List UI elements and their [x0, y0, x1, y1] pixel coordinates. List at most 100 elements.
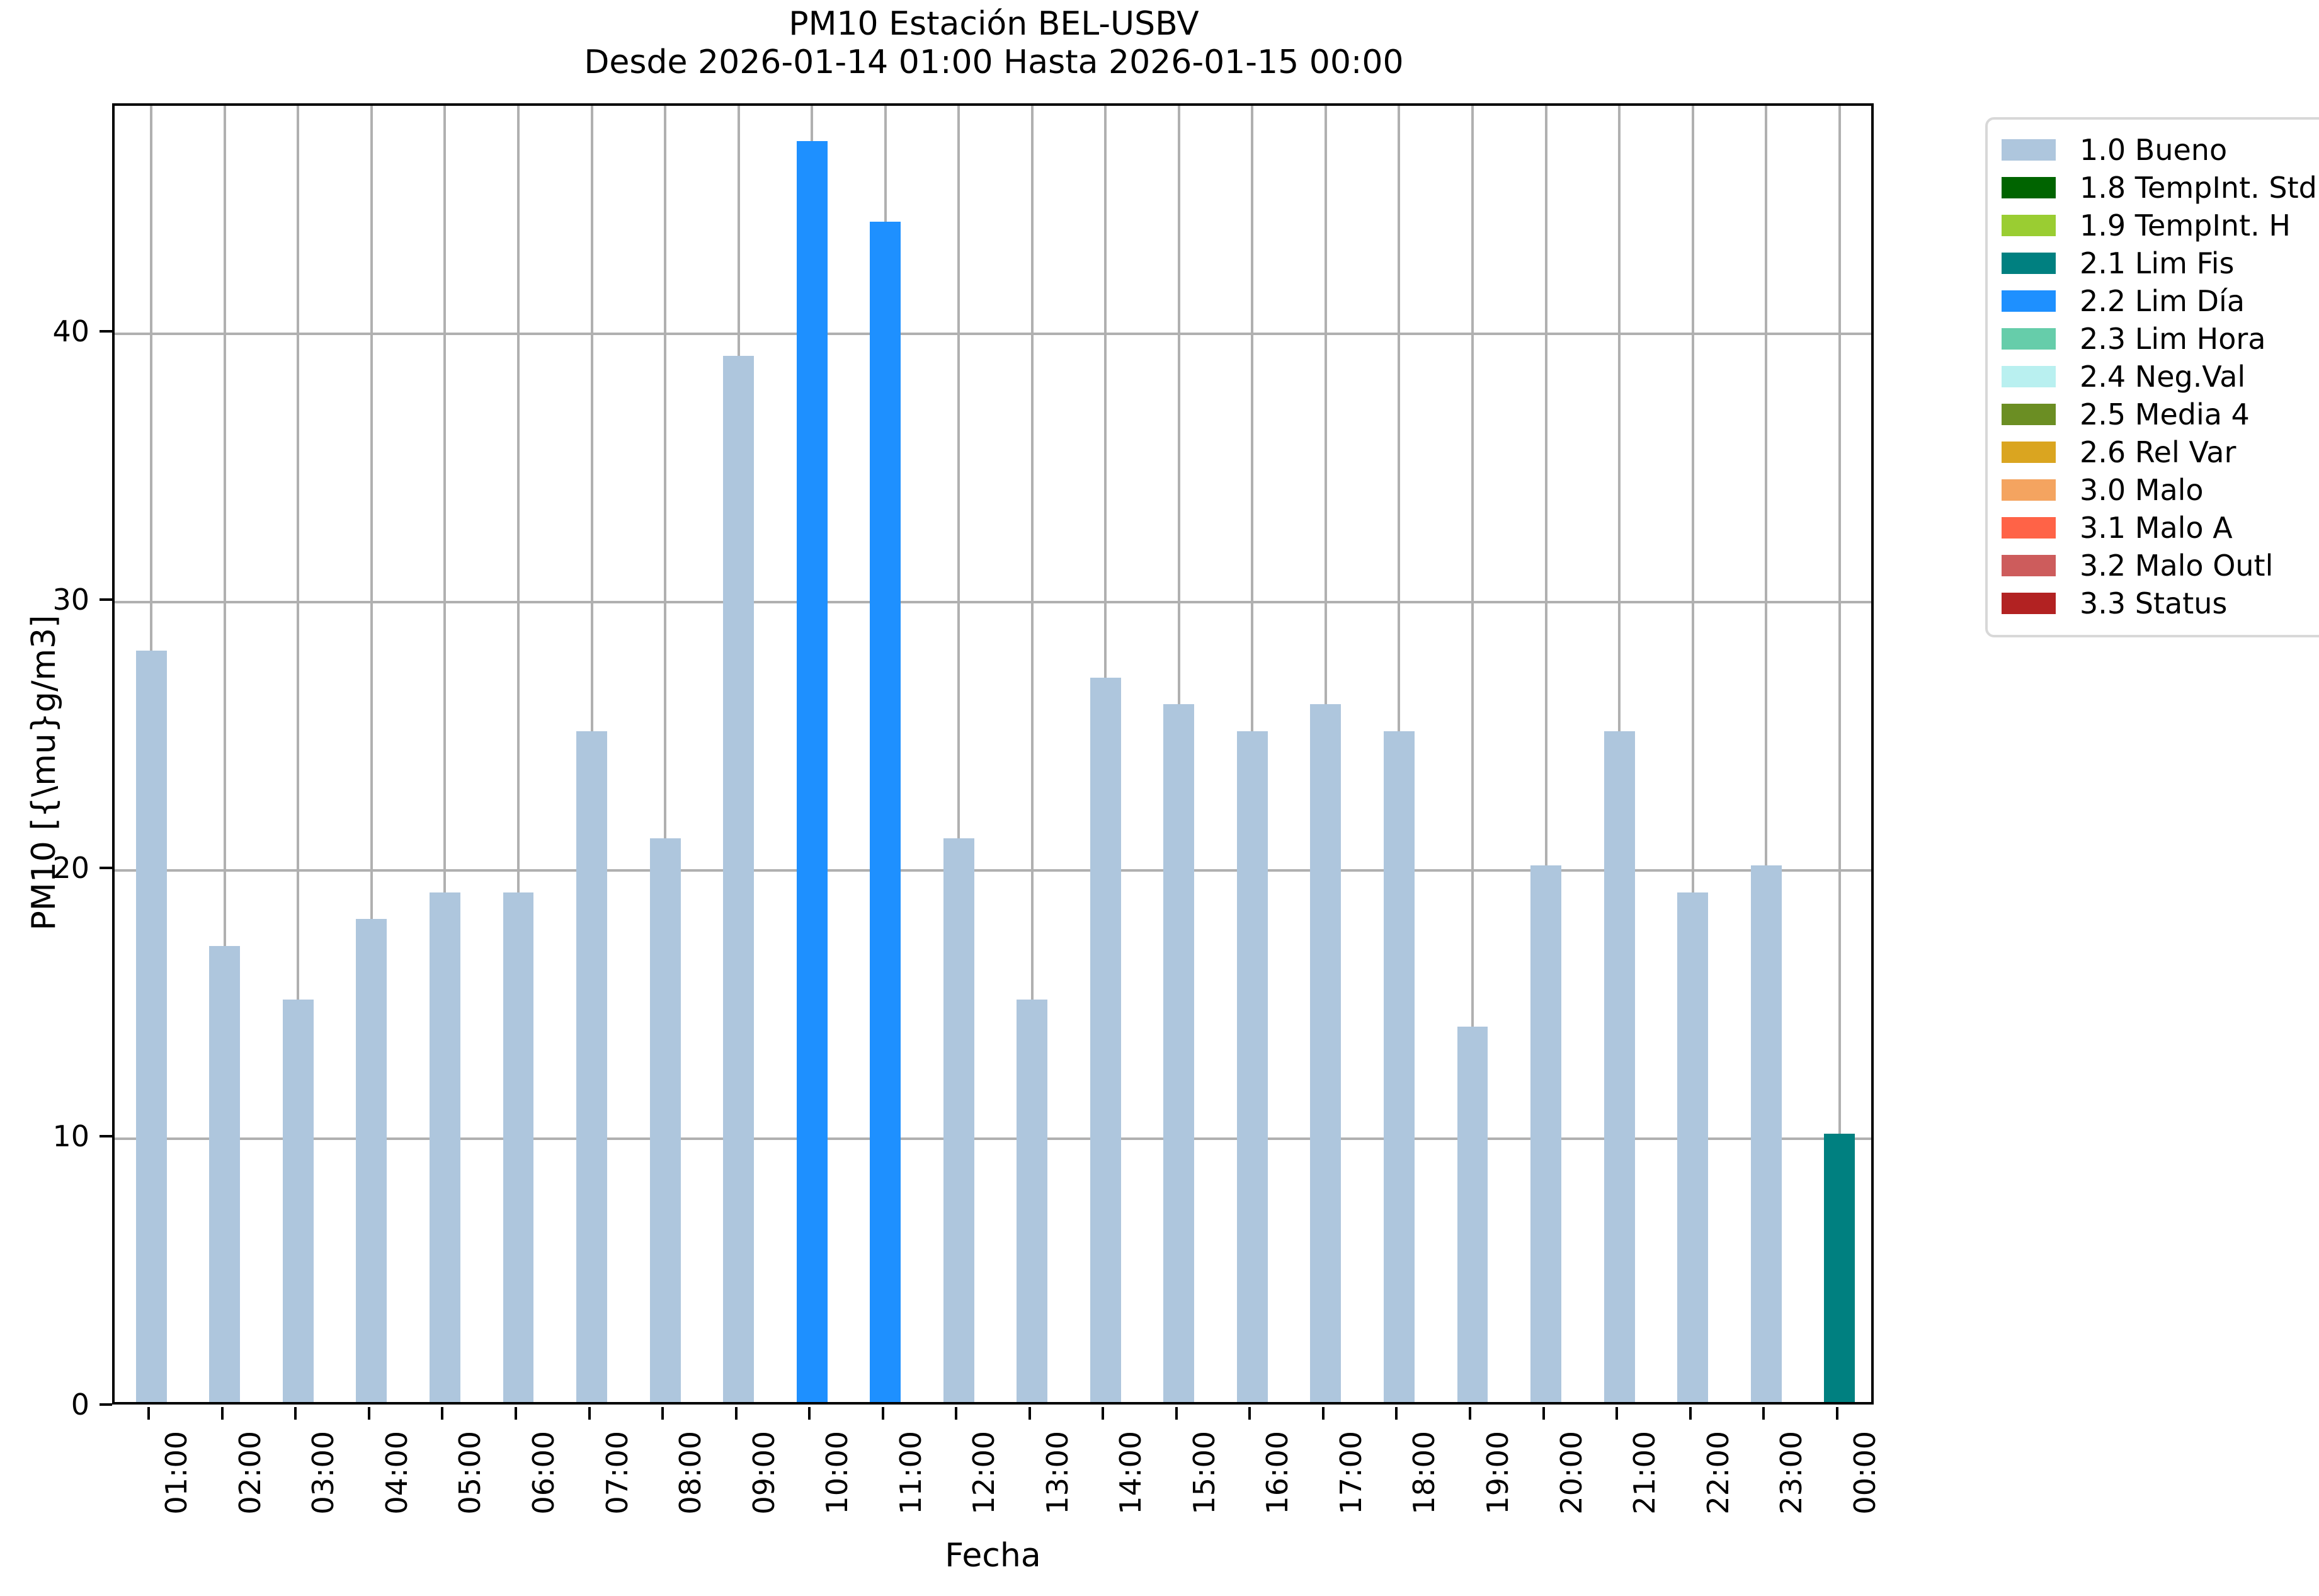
legend-label: 1.9 TempInt. H [2080, 208, 2291, 242]
legend-swatch-icon [2002, 215, 2056, 236]
x-tick-mark-22:00 [1689, 1407, 1692, 1420]
legend-swatch-icon [2002, 328, 2056, 350]
legend-swatch-icon [2002, 366, 2056, 387]
legend-item-2[interactable]: 1.9 TempInt. H [2002, 207, 2317, 244]
bar-06:00[interactable] [503, 892, 534, 1402]
x-tick-mark-18:00 [1395, 1407, 1398, 1420]
x-tick-mark-11:00 [881, 1407, 884, 1420]
bar-01:00[interactable] [135, 651, 167, 1402]
bar-20:00[interactable] [1530, 865, 1562, 1402]
y-tick-label-0: 0 [71, 1388, 89, 1422]
legend-swatch-icon [2002, 479, 2056, 501]
x-tick-label-11:00: 11:00 [893, 1431, 928, 1515]
legend-label: 2.2 Lim Día [2080, 284, 2245, 318]
x-tick-label-18:00: 18:00 [1407, 1431, 1442, 1515]
x-tick-label-09:00: 09:00 [746, 1431, 781, 1515]
gridline-x-02:00 [223, 106, 226, 1402]
legend-label: 3.3 Status [2080, 586, 2228, 620]
y-tick-mark-20 [100, 867, 112, 870]
x-tick-mark-15:00 [1175, 1407, 1178, 1420]
gridline-x-23:00 [1765, 106, 1768, 1402]
legend-swatch-icon [2002, 253, 2056, 274]
x-tick-mark-21:00 [1615, 1407, 1619, 1420]
gridline-x-22:00 [1691, 106, 1694, 1402]
x-tick-label-15:00: 15:00 [1187, 1431, 1221, 1515]
x-tick-mark-06:00 [514, 1407, 517, 1420]
bar-08:00[interactable] [649, 838, 681, 1402]
bar-05:00[interactable] [429, 892, 460, 1402]
legend-item-0[interactable]: 1.0 Bueno [2002, 131, 2317, 169]
chart-title-line1: PM10 Estación BEL-USBV [789, 5, 1199, 43]
gridline-y-30 [115, 601, 1871, 604]
bar-21:00[interactable] [1604, 731, 1635, 1402]
bar-17:00[interactable] [1310, 704, 1342, 1402]
x-axis-label: Fecha [945, 1537, 1041, 1575]
bar-03:00[interactable] [282, 1000, 314, 1402]
y-tick-mark-40 [100, 330, 112, 333]
bar-13:00[interactable] [1017, 1000, 1048, 1402]
legend-label: 3.2 Malo Outl [2080, 549, 2274, 583]
x-tick-label-08:00: 08:00 [673, 1431, 708, 1515]
x-tick-label-22:00: 22:00 [1701, 1431, 1735, 1515]
legend-item-1[interactable]: 1.8 TempInt. Std [2002, 169, 2317, 207]
y-tick-label-40: 40 [52, 314, 89, 349]
x-tick-label-07:00: 07:00 [600, 1431, 634, 1515]
legend-item-4[interactable]: 2.2 Lim Día [2002, 282, 2317, 320]
gridline-x-12:00 [957, 106, 960, 1402]
bar-10:00[interactable] [796, 140, 828, 1402]
legend-item-12[interactable]: 3.3 Status [2002, 584, 2317, 622]
legend-label: 3.1 Malo A [2080, 511, 2233, 545]
gridline-x-20:00 [1544, 106, 1547, 1402]
x-tick-mark-10:00 [808, 1407, 811, 1420]
bar-07:00[interactable] [576, 731, 607, 1402]
bar-15:00[interactable] [1163, 704, 1195, 1402]
legend-item-5[interactable]: 2.3 Lim Hora [2002, 320, 2317, 358]
legend-label: 2.1 Lim Fis [2080, 246, 2235, 280]
x-tick-mark-07:00 [588, 1407, 591, 1420]
legend-swatch-icon [2002, 177, 2056, 198]
legend-item-8[interactable]: 2.6 Rel Var [2002, 433, 2317, 471]
bar-00:00[interactable] [1824, 1134, 1855, 1402]
x-tick-label-20:00: 20:00 [1554, 1431, 1588, 1515]
gridline-x-08:00 [664, 106, 667, 1402]
legend-item-6[interactable]: 2.4 Neg.Val [2002, 358, 2317, 396]
legend-item-9[interactable]: 3.0 Malo [2002, 471, 2317, 509]
bar-11:00[interactable] [870, 221, 901, 1402]
x-tick-label-23:00: 23:00 [1774, 1431, 1809, 1515]
bar-23:00[interactable] [1750, 865, 1782, 1402]
y-tick-mark-0 [100, 1403, 112, 1406]
bar-09:00[interactable] [723, 355, 755, 1402]
bar-12:00[interactable] [943, 838, 974, 1402]
bar-02:00[interactable] [209, 945, 241, 1402]
bar-04:00[interactable] [356, 919, 387, 1402]
legend-item-11[interactable]: 3.2 Malo Outl [2002, 547, 2317, 584]
x-tick-label-17:00: 17:00 [1333, 1431, 1368, 1515]
gridline-y-40 [115, 333, 1871, 336]
gridline-x-03:00 [297, 106, 300, 1402]
bar-19:00[interactable] [1457, 1026, 1488, 1402]
bar-18:00[interactable] [1384, 731, 1415, 1402]
legend-swatch-icon [2002, 404, 2056, 425]
gridline-y-20 [115, 869, 1871, 872]
gridline-y-10 [115, 1137, 1871, 1141]
y-tick-label-30: 30 [52, 583, 89, 617]
bar-14:00[interactable] [1090, 677, 1121, 1402]
bar-22:00[interactable] [1677, 892, 1709, 1402]
chart-title-line2: Desde 2026-01-14 01:00 Hasta 2026-01-15 … [584, 43, 1404, 82]
gridline-x-00:00 [1838, 106, 1841, 1402]
x-tick-mark-05:00 [441, 1407, 444, 1420]
legend-label: 2.5 Media 4 [2080, 397, 2250, 431]
bar-16:00[interactable] [1236, 731, 1268, 1402]
legend: 1.0 Bueno 1.8 TempInt. Std 1.9 TempInt. H 2… [1985, 117, 2319, 637]
legend-item-7[interactable]: 2.5 Media 4 [2002, 396, 2317, 433]
x-tick-label-13:00: 13:00 [1040, 1431, 1074, 1515]
legend-swatch-icon [2002, 139, 2056, 161]
x-tick-label-02:00: 02:00 [232, 1431, 267, 1515]
x-tick-mark-12:00 [955, 1407, 958, 1420]
x-tick-mark-20:00 [1542, 1407, 1545, 1420]
x-tick-label-00:00: 00:00 [1847, 1431, 1882, 1515]
x-tick-mark-14:00 [1102, 1407, 1105, 1420]
x-tick-label-01:00: 01:00 [159, 1431, 194, 1515]
legend-item-10[interactable]: 3.1 Malo A [2002, 509, 2317, 547]
legend-item-3[interactable]: 2.1 Lim Fis [2002, 244, 2317, 282]
